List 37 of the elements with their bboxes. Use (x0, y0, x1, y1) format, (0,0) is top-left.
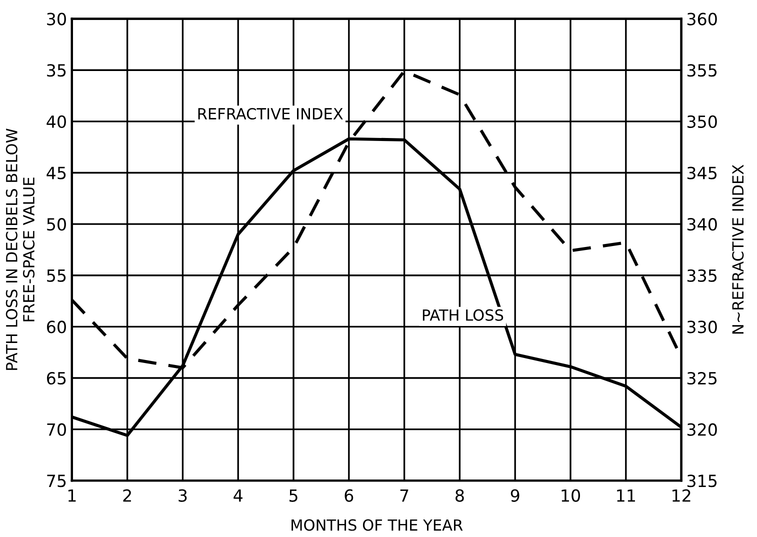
y2-tick-label: 355 (687, 64, 717, 77)
x-tick-label: 4 (234, 489, 242, 502)
x-tick-label: 3 (178, 489, 187, 502)
y2-tick-label: 335 (687, 269, 717, 282)
series-label: REFRACTIVE INDEX (198, 108, 343, 120)
y-tick-label: 30 (47, 12, 66, 26)
y-tick-label: 70 (47, 423, 66, 436)
y2-tick-label: 350 (687, 115, 717, 128)
y2-tick-label: 345 (687, 166, 717, 180)
y-tick-label: 40 (46, 115, 66, 128)
x-tick-label: 7 (400, 489, 408, 502)
x-tick-label: 2 (123, 489, 131, 502)
y2-tick-label: 315 (687, 474, 717, 488)
x-tick-label: 12 (672, 489, 690, 502)
y2-tick-label: 330 (687, 320, 717, 334)
y2-axis-title: N~REFRACTIVE INDEX (732, 164, 744, 334)
x-tick-label: 1 (68, 489, 76, 502)
y-tick-label: 35 (47, 64, 66, 77)
y2-tick-label: 340 (687, 218, 717, 231)
series-label: PATH LOSS (422, 309, 504, 321)
x-tick-label: 8 (456, 489, 464, 502)
y-tick-label: 55 (47, 270, 66, 282)
x-axis-title: MONTHS OF THE YEAR (292, 519, 463, 531)
y-tick-label: 45 (46, 166, 66, 180)
y2-tick-label: 320 (687, 423, 717, 436)
x-tick-label: 6 (344, 489, 354, 502)
y-tick-label: 60 (47, 320, 66, 334)
y-tick-label: 50 (47, 218, 66, 231)
y2-tick-label: 325 (687, 372, 717, 385)
x-tick-label: 11 (617, 489, 635, 502)
y-tick-label: 75 (47, 474, 66, 488)
x-tick-label: 10 (562, 489, 580, 502)
y-tick-label: 65 (47, 372, 66, 385)
y-axis-title: PATH LOSS IN DECIBELS BELOW FREE-SPACE VALUE (6, 128, 35, 370)
x-tick-label: 9 (510, 489, 520, 502)
x-tick-label: 5 (289, 489, 298, 502)
y2-tick-label: 360 (687, 12, 717, 26)
